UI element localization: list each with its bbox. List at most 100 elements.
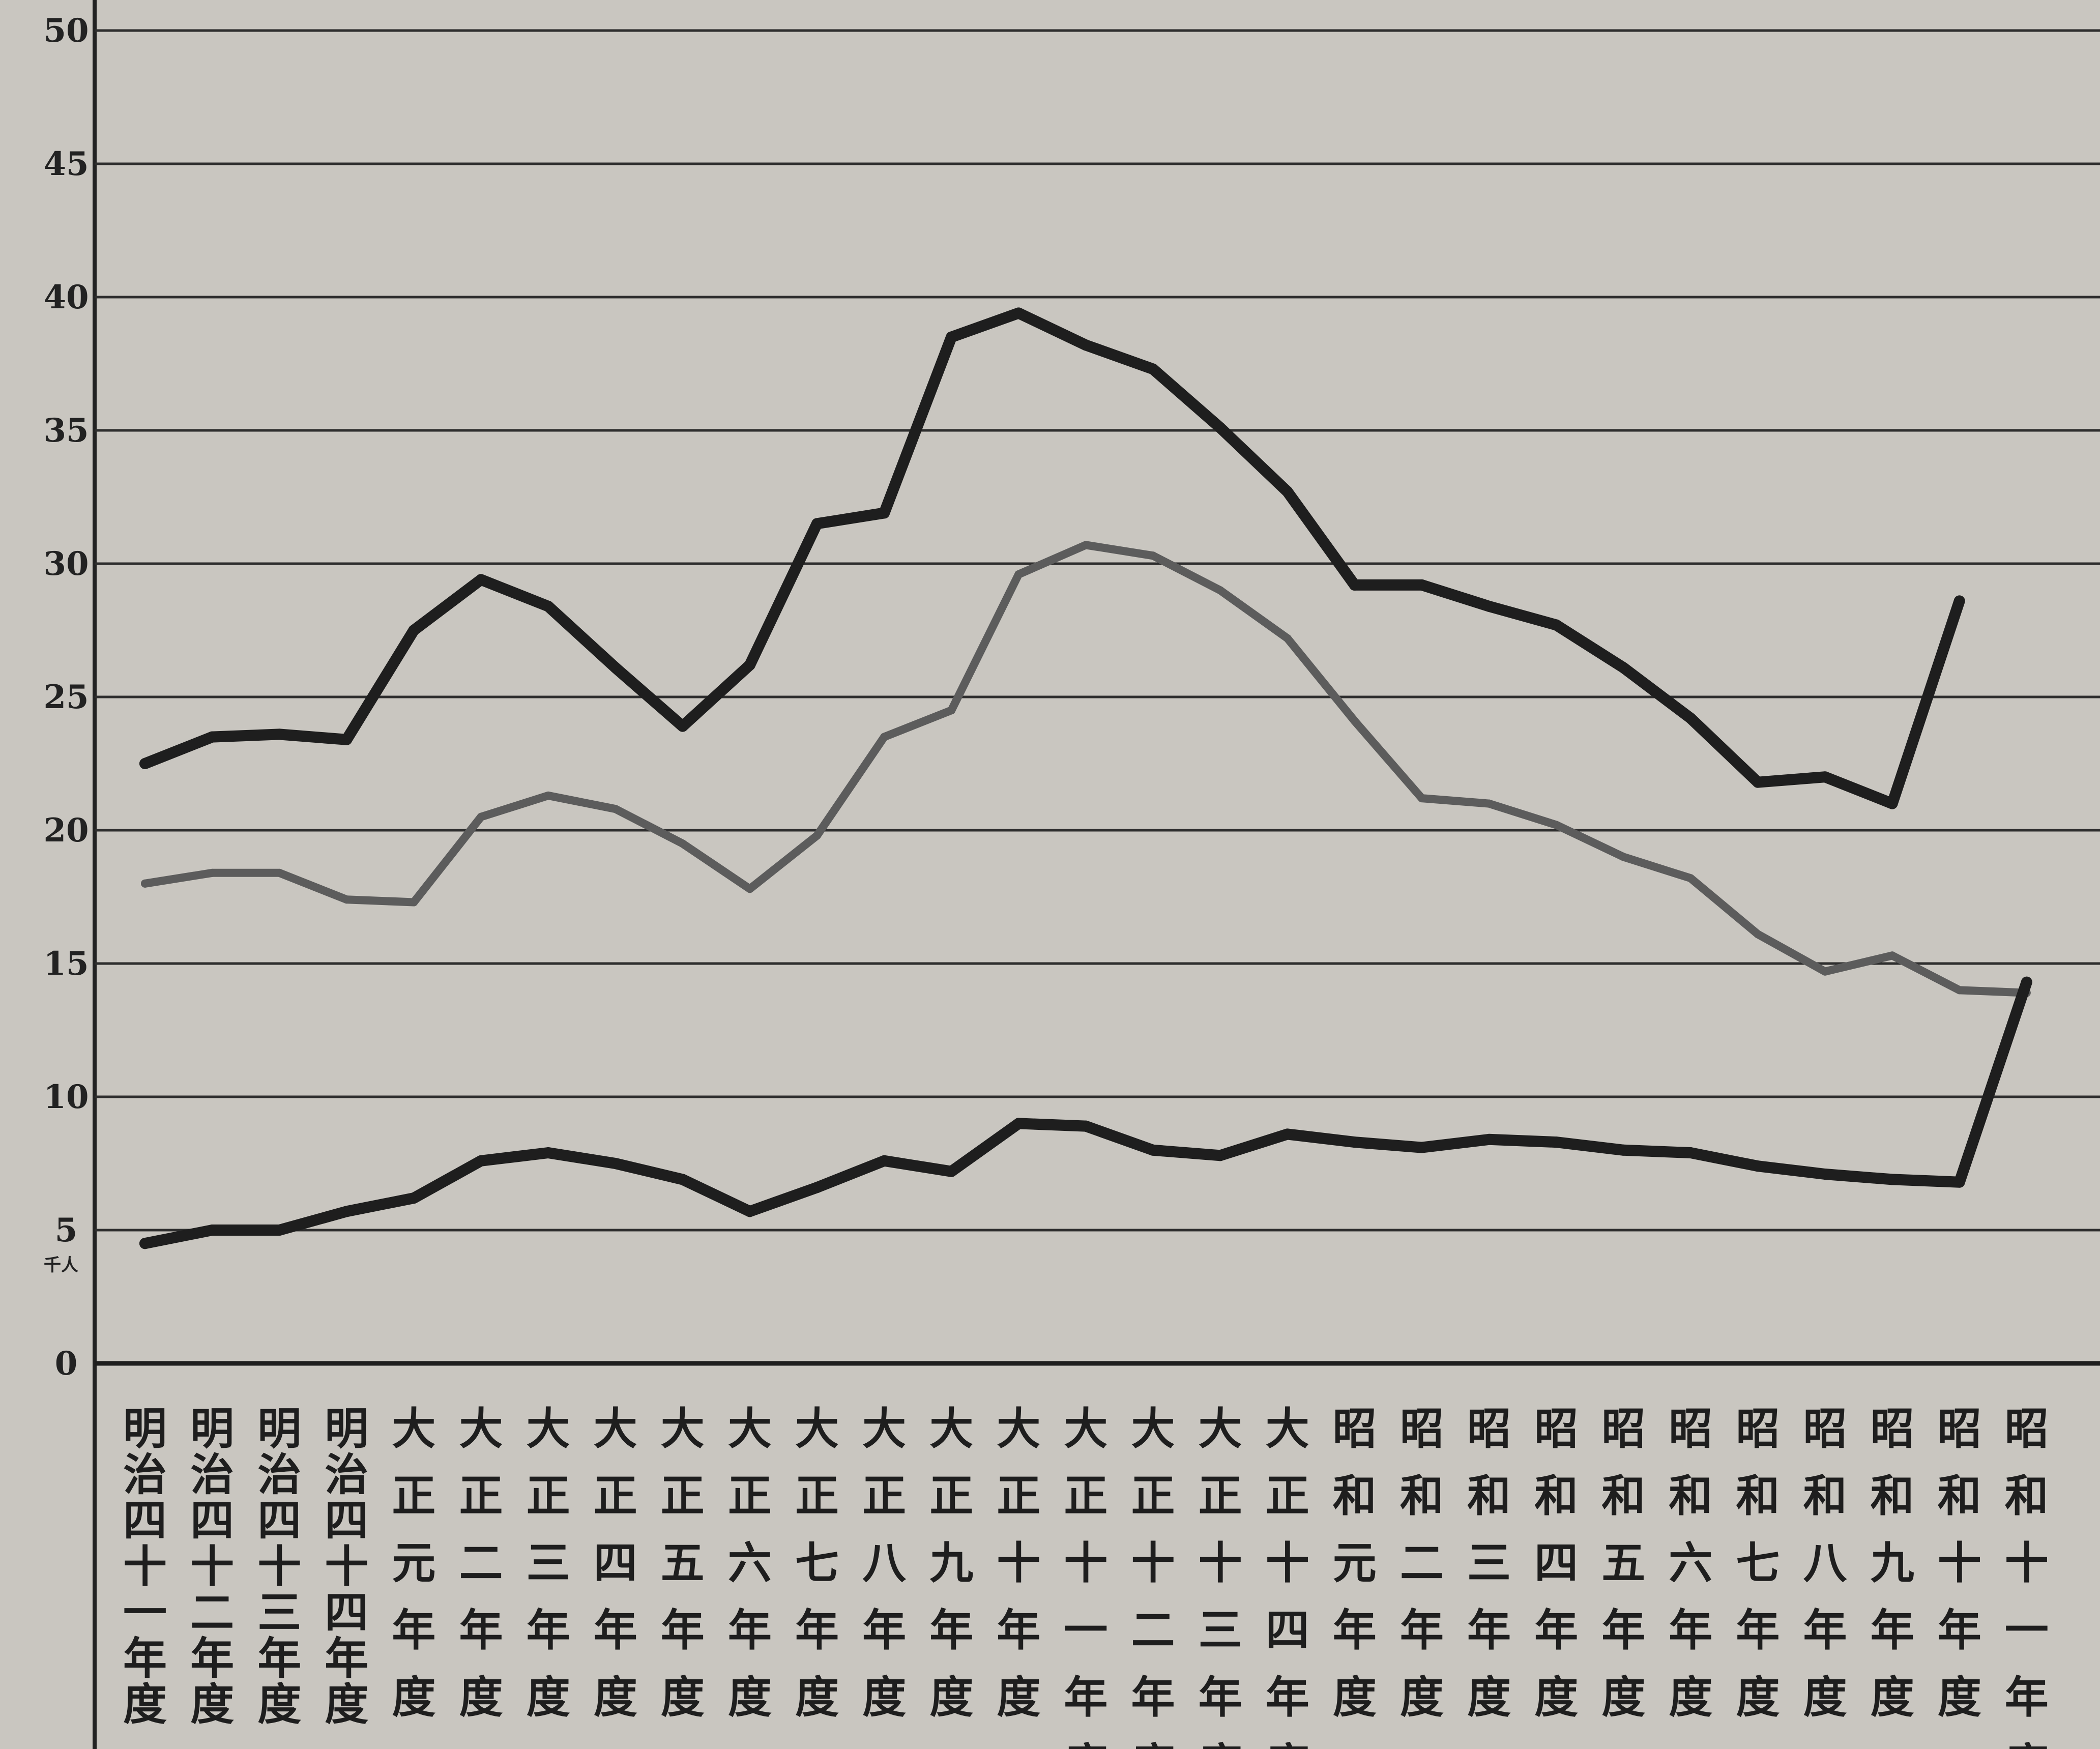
- series-3-point: [1618, 1144, 1629, 1156]
- series-2-point: [1754, 930, 1762, 939]
- series-2-point: [611, 805, 620, 813]
- series-3-point: [475, 1155, 487, 1167]
- x-tick-label: 大正七年度: [795, 1403, 839, 1723]
- series-2-point: [1283, 634, 1292, 643]
- x-tick-label: 明治四十二年度: [190, 1403, 234, 1730]
- x-tick-label: 明治四十四年度: [325, 1403, 368, 1730]
- x-tick-label: 大正十三年度: [1199, 1403, 1242, 1749]
- series-3-point: [408, 1192, 420, 1204]
- series-3-point: [1752, 1160, 1764, 1172]
- series-2-point: [1149, 551, 1157, 560]
- series-3-point: [1685, 1147, 1697, 1159]
- series-3-point: [1886, 1174, 1898, 1185]
- series-3-point: [542, 1147, 554, 1159]
- series-3-point: [1214, 1150, 1226, 1161]
- y-tick-label: 10: [43, 1078, 89, 1116]
- series-1-point: [811, 518, 823, 530]
- series-3-point: [139, 1238, 151, 1249]
- series-1-point: [609, 662, 621, 674]
- y-tick-label: 45: [43, 145, 89, 183]
- series-2-point: [947, 706, 956, 715]
- series-2-point: [1619, 853, 1628, 861]
- y-tick-label: 5: [55, 1211, 78, 1249]
- series-2-point: [1216, 586, 1224, 595]
- series-1-point: [341, 734, 353, 745]
- x-tick-label: 大正八年度: [862, 1403, 907, 1723]
- series-2-point: [1014, 570, 1023, 578]
- series-3-point: [744, 1206, 755, 1217]
- series-3-point: [1953, 1176, 1965, 1188]
- series-2-point: [678, 839, 687, 848]
- series-1-point: [1819, 771, 1831, 783]
- x-tick-label: 昭和八年度: [1803, 1403, 1848, 1723]
- x-tick-label: 明治四十三年度: [257, 1403, 301, 1730]
- x-tick-label: 昭和元年度: [1333, 1403, 1377, 1723]
- series-1-point: [744, 659, 755, 671]
- series-2-point: [141, 879, 149, 888]
- series-2-point: [544, 791, 552, 800]
- series-3-point: [946, 1165, 957, 1177]
- series-1-point: [1214, 422, 1226, 433]
- series-2-point: [208, 868, 217, 877]
- y-tick-label: 50: [43, 12, 89, 50]
- x-tick-label: 大正四年度: [594, 1403, 637, 1723]
- series-1-point: [1080, 339, 1092, 351]
- y-tick-label: 15: [43, 945, 89, 983]
- series-1-point: [1618, 662, 1629, 674]
- y-unit-label: 千人: [44, 1255, 78, 1275]
- series-1-point: [1483, 600, 1495, 612]
- series-2-point: [275, 868, 284, 877]
- series-3-point: [207, 1225, 218, 1236]
- series-3-point: [1551, 1136, 1562, 1148]
- series-3-point: [1147, 1144, 1159, 1156]
- x-tick-label: 大正十一年度: [1064, 1403, 1107, 1749]
- y-tick-label: 40: [43, 278, 89, 316]
- series-3-point: [1349, 1136, 1360, 1148]
- series-2-point: [342, 895, 351, 904]
- series-1-point: [408, 625, 420, 636]
- series-1-point: [1685, 712, 1697, 724]
- series-1-point: [1551, 619, 1562, 631]
- series-1-point: [1953, 595, 1965, 607]
- series-2-point: [813, 831, 821, 840]
- series-1-point: [677, 720, 688, 732]
- series-1-point: [1349, 579, 1360, 591]
- x-tick-label: 大正元年度: [392, 1403, 435, 1723]
- series-2-point: [410, 898, 418, 907]
- series-2-point: [1955, 986, 1964, 995]
- x-tick-label: 昭和六年度: [1669, 1403, 1712, 1723]
- series-3-point: [1483, 1133, 1495, 1145]
- series-3-point: [274, 1225, 285, 1236]
- series-1-point: [946, 331, 957, 343]
- series-2-point: [1082, 541, 1090, 549]
- series-2-point: [1350, 717, 1359, 725]
- series-1-point: [1886, 798, 1898, 809]
- x-tick-label: 大正十四年度: [1266, 1403, 1309, 1749]
- series-1-point: [1013, 307, 1025, 319]
- series-3-point: [2021, 976, 2032, 988]
- series-1-point: [542, 600, 554, 612]
- x-tick-label: 昭和二年度: [1400, 1403, 1444, 1723]
- series-2-point: [1888, 951, 1897, 960]
- series-2-point: [1417, 794, 1426, 803]
- series-2-point: [1821, 967, 1829, 976]
- series-3-point: [811, 1182, 823, 1193]
- series-3-point: [879, 1155, 890, 1167]
- x-tick-label: 大正十二年度: [1131, 1403, 1175, 1749]
- series-3-point: [1819, 1168, 1831, 1180]
- y-tick-label: 30: [43, 545, 89, 583]
- series-3-point: [677, 1174, 688, 1185]
- series-1-point: [879, 507, 890, 519]
- series-3-point: [1416, 1142, 1427, 1153]
- x-tick-label: 昭和四年度: [1534, 1403, 1578, 1723]
- series-3-point: [1281, 1128, 1293, 1140]
- y-tick-label: 35: [43, 412, 89, 450]
- x-tick-label: 大正六年度: [728, 1403, 772, 1723]
- series-1-point: [1147, 363, 1159, 375]
- series-1-point: [1281, 486, 1293, 498]
- y-tick-label: 0: [55, 1345, 78, 1383]
- series-1-point: [1416, 579, 1427, 591]
